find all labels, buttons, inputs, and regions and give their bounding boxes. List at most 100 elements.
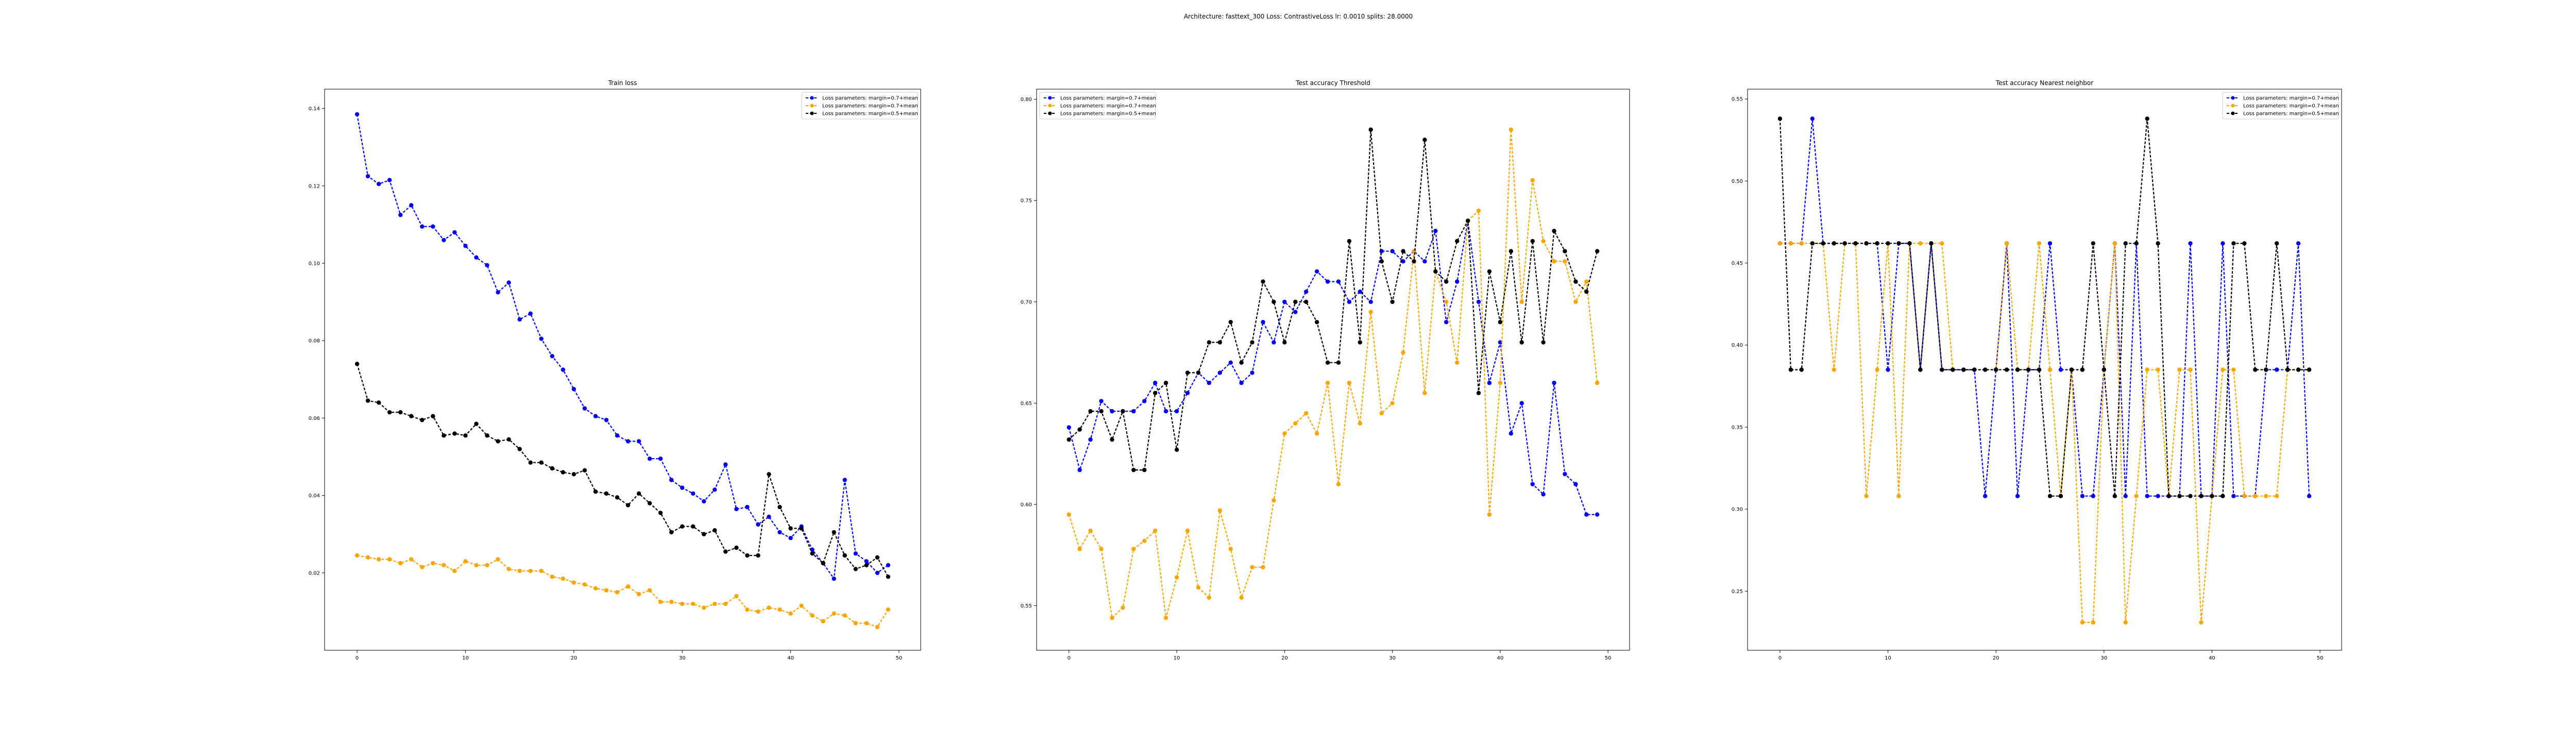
data-point [886, 563, 891, 568]
data-point [1153, 380, 1158, 385]
data-point [1433, 269, 1438, 274]
data-point [1918, 241, 1923, 246]
data-point [442, 238, 446, 243]
y-tick-label: 0.35 [1732, 425, 1743, 430]
data-point [810, 613, 815, 618]
legend-entry-label: Loss parameters: margin=0.7+mean [1060, 96, 1156, 102]
data-point [1875, 367, 1879, 372]
data-point [485, 563, 489, 568]
data-point [485, 433, 489, 438]
data-point [1530, 482, 1535, 486]
y-tick-label: 0.45 [1732, 261, 1743, 266]
data-point [647, 501, 652, 505]
data-point [788, 611, 793, 616]
data-point [1304, 289, 1309, 294]
data-point [1444, 299, 1449, 304]
data-point [2015, 367, 2020, 372]
data-point [788, 526, 793, 531]
x-tick-label: 20 [570, 655, 577, 661]
data-point [1595, 380, 1600, 385]
data-point [1121, 409, 1125, 414]
data-point [1476, 208, 1481, 213]
data-point [398, 561, 403, 566]
data-point [1325, 279, 1330, 284]
data-point [886, 607, 891, 612]
data-point [2285, 367, 2290, 372]
series-orange [1066, 127, 1600, 620]
data-point [2058, 367, 2063, 372]
data-point [1110, 437, 1114, 442]
axes-frame [1036, 89, 1630, 651]
data-point [1584, 512, 1589, 517]
x-tick-label: 10 [1174, 655, 1180, 661]
data-point [767, 514, 771, 519]
subplot-test-accuracy-threshold: Test accuracy Threshold 0 10 20 30 40 50 0.55 0.… [1021, 79, 1630, 661]
data-point [1929, 241, 1934, 246]
legend-entry-label: Loss parameters: margin=0.5+mean [822, 111, 918, 117]
data-point [1239, 595, 1244, 600]
data-point [615, 495, 620, 500]
data-point [1530, 178, 1535, 183]
data-point [1228, 547, 1233, 551]
data-point [2307, 494, 2312, 498]
data-point [1131, 409, 1136, 414]
data-point [680, 601, 685, 606]
data-point [1066, 425, 1071, 430]
data-point [1185, 370, 1190, 375]
data-point [1110, 615, 1114, 620]
data-point [864, 559, 869, 564]
data-point [409, 203, 414, 208]
data-point [1422, 391, 1427, 395]
data-point [1174, 447, 1179, 452]
data-point [1940, 367, 1944, 372]
data-point [1864, 241, 1869, 246]
data-point [1314, 319, 1319, 325]
x-tick-label: 40 [787, 655, 794, 661]
data-point [767, 472, 771, 477]
y-tick-label: 0.12 [309, 183, 320, 189]
data-point [669, 478, 674, 482]
data-point [420, 417, 425, 423]
data-point [1573, 279, 1578, 284]
data-point [864, 563, 869, 568]
data-point [625, 503, 631, 508]
data-point [2037, 367, 2042, 372]
legend-entry-label: Loss parameters: margin=0.7+mean [822, 96, 918, 102]
data-point [1110, 409, 1114, 414]
data-point [354, 362, 360, 366]
data-point [528, 460, 533, 465]
data-point [669, 530, 674, 535]
data-point [636, 592, 641, 597]
data-point [1196, 585, 1201, 590]
data-point [745, 607, 750, 612]
data-point [1088, 528, 1093, 533]
series-line-black [357, 363, 889, 577]
data-point [1530, 239, 1535, 244]
data-point [582, 582, 587, 587]
data-point [474, 255, 479, 260]
data-point [1832, 367, 1836, 372]
legend-entry-label: Loss parameters: margin=0.5+mean [1060, 111, 1156, 117]
data-point [420, 224, 425, 229]
data-point [1336, 360, 1341, 365]
series-line-blue [357, 114, 889, 581]
series-line-blue [1780, 119, 2310, 497]
data-point [1325, 360, 1330, 365]
data-point [593, 489, 598, 494]
y-tick-label: 0.40 [1732, 343, 1743, 348]
data-point [647, 588, 652, 593]
x-tick-label: 50 [2317, 655, 2324, 661]
y-tick-label: 0.04 [309, 493, 320, 499]
series-black [1066, 127, 1600, 473]
data-point [1401, 350, 1405, 355]
data-point [2102, 367, 2106, 372]
data-point [1304, 411, 1309, 416]
data-point [377, 181, 381, 187]
data-point [777, 504, 782, 510]
data-point [593, 414, 598, 418]
legend-swatch-marker [1048, 96, 1052, 100]
data-point [1412, 259, 1416, 264]
data-point [875, 555, 880, 560]
data-point [723, 601, 728, 606]
data-point [1788, 367, 1793, 372]
